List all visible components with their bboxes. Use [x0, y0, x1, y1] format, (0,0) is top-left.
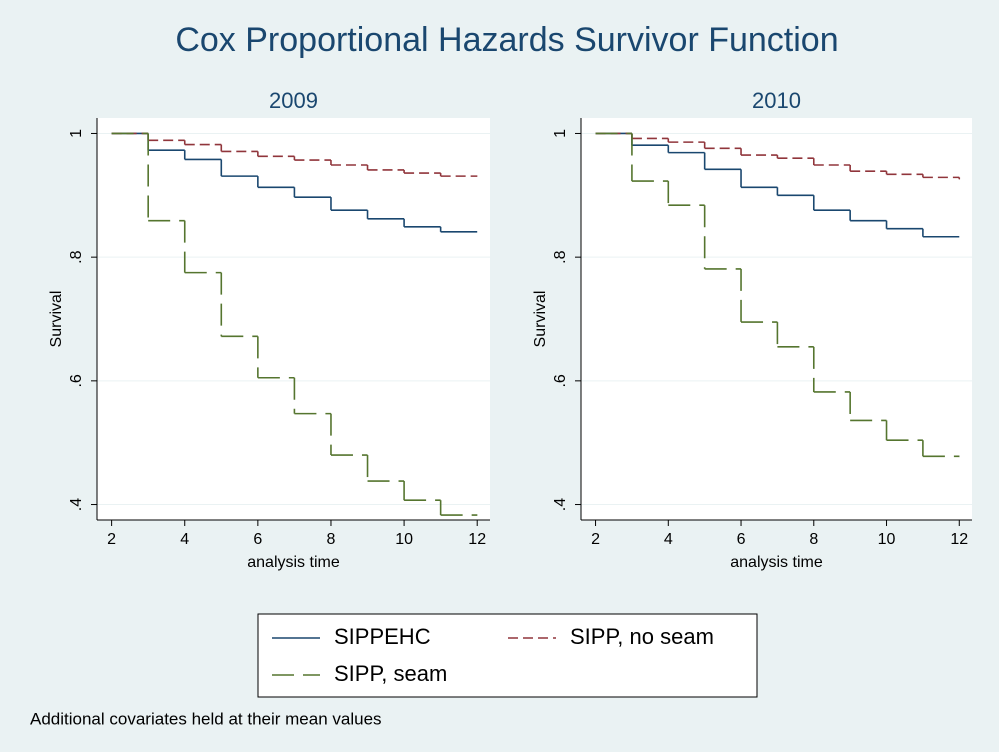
x-tick-label: 4 — [180, 531, 189, 548]
note: Additional covariates held at their mean… — [30, 709, 382, 728]
x-tick-label: 10 — [395, 531, 413, 548]
main-title: Cox Proportional Hazards Survivor Functi… — [175, 21, 838, 59]
x-tick-label: 12 — [950, 531, 968, 548]
chart-title: 2009 — [269, 88, 318, 113]
y-axis-title: Survival — [532, 291, 549, 348]
y-tick-label: 1 — [68, 129, 85, 138]
x-axis-title: analysis time — [247, 554, 340, 571]
y-tick-label: .4 — [68, 498, 85, 511]
x-tick-label: 12 — [468, 531, 486, 548]
y-tick-label: .6 — [552, 374, 569, 387]
legend-box — [257, 613, 758, 698]
x-tick-label: 6 — [737, 531, 746, 548]
chart-title: 2010 — [752, 88, 801, 113]
x-tick-label: 8 — [809, 531, 818, 548]
y-tick-label: .8 — [552, 250, 569, 263]
plot-area — [581, 118, 972, 520]
y-tick-label: .4 — [552, 498, 569, 511]
y-axis-title: Survival — [48, 291, 65, 348]
x-tick-label: 10 — [878, 531, 896, 548]
x-tick-label: 2 — [591, 531, 600, 548]
x-tick-label: 2 — [107, 531, 116, 548]
y-tick-label: 1 — [552, 129, 569, 138]
y-tick-label: .6 — [68, 374, 85, 387]
legend-label: SIPPEHC — [334, 624, 431, 649]
y-tick-label: .8 — [68, 250, 85, 263]
legend-label: SIPP, seam — [334, 661, 447, 686]
x-tick-label: 8 — [327, 531, 336, 548]
x-tick-label: 6 — [253, 531, 262, 548]
plot-area — [97, 118, 490, 520]
x-axis-title: analysis time — [730, 554, 823, 571]
x-tick-label: 4 — [664, 531, 673, 548]
legend-label: SIPP, no seam — [570, 624, 714, 649]
